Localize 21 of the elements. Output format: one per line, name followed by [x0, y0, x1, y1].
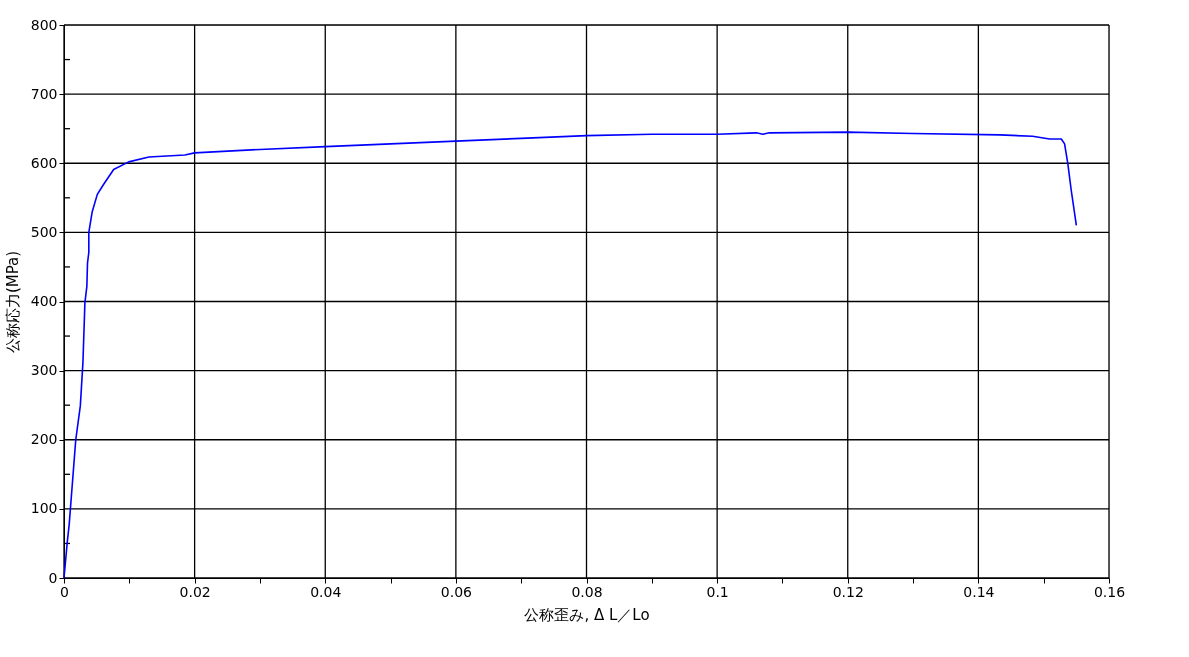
x-tick-label: 0: [60, 583, 69, 600]
x-axis-title: 公称歪み, Δ L／Lo: [524, 605, 650, 624]
y-tick-label: 500: [30, 223, 58, 240]
x-tick-label: 0.08: [571, 583, 603, 600]
x-tick-label: 0.1: [706, 583, 729, 600]
line-series: [63, 131, 1078, 579]
y-tick-label: 700: [30, 85, 58, 102]
x-tick-label: 0.12: [832, 583, 864, 600]
y-tick-label: 0: [48, 569, 58, 586]
y-tick-label: 200: [30, 431, 58, 448]
y-tick-label: 600: [30, 154, 58, 171]
x-tick-label: 0.16: [1093, 583, 1126, 600]
y-axis-title: 公称応力(MPa): [3, 250, 22, 354]
x-tick-label: 0.14: [963, 583, 995, 600]
x-tick-label: 0.04: [310, 583, 342, 600]
x-tick-label: 0.06: [440, 583, 473, 600]
y-tick-label: 400: [30, 293, 58, 309]
x-tick-label: 0.02: [179, 583, 211, 600]
y-tick-label: 800: [30, 16, 58, 33]
y-tick-label: 300: [30, 362, 58, 379]
y-tick-label: 100: [30, 500, 58, 517]
